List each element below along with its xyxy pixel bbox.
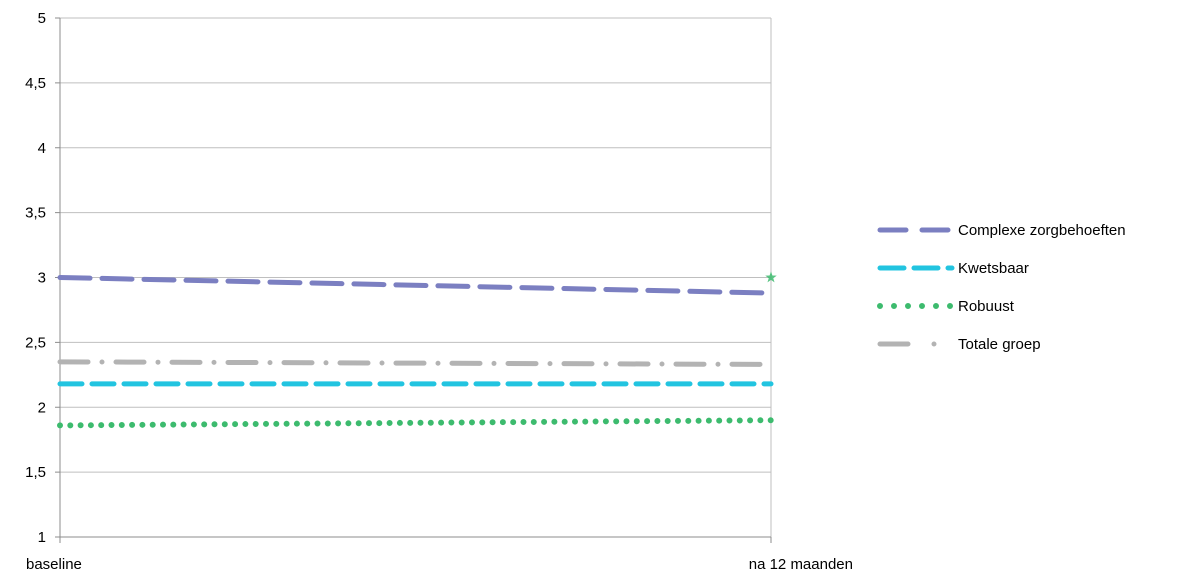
series-line-3 <box>57 359 774 367</box>
y-tick-label: 5 <box>38 10 46 27</box>
legend-label-2: Robuust <box>958 298 1015 315</box>
series-line-2 <box>57 417 774 429</box>
y-tick-label: 1,5 <box>25 464 46 481</box>
y-tick-label: 2 <box>38 399 46 416</box>
legend-label-0: Complexe zorgbehoeften <box>958 222 1126 239</box>
star-marker <box>765 271 777 283</box>
x-tick-label: baseline <box>26 556 82 573</box>
y-tick-label: 3 <box>38 270 46 287</box>
legend-label-3: Totale groep <box>958 336 1041 353</box>
y-tick-label: 1 <box>38 529 46 546</box>
y-tick-label: 2,5 <box>25 334 46 351</box>
gridlines <box>60 17 772 543</box>
legend-label-1: Kwetsbaar <box>958 260 1029 277</box>
legend: Complexe zorgbehoeften Kwetsbaar Robuust To… <box>877 222 1126 353</box>
series-line-0 <box>57 275 774 296</box>
y-tick-label: 4 <box>38 140 46 157</box>
series-lines <box>57 271 777 429</box>
x-tick-label: na 12 maanden <box>749 556 853 573</box>
y-tick-label: 3,5 <box>25 205 46 222</box>
y-tick-label: 4,5 <box>25 75 46 92</box>
axes: 1 1,5 2 2,5 3 3,5 4 4,5 5 baseline na 12 maanden <box>25 10 853 573</box>
